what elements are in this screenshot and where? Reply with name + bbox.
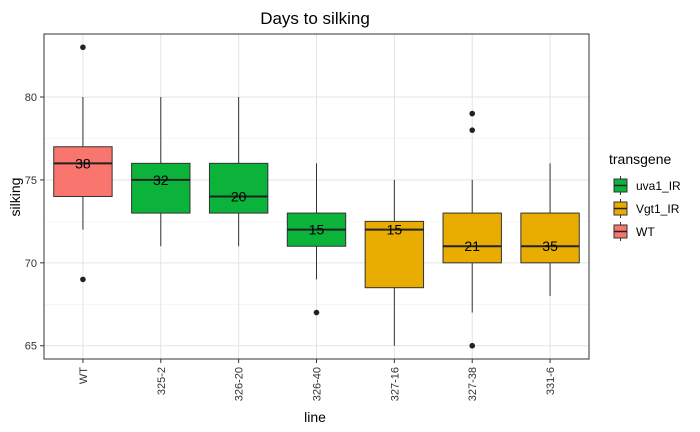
count-label: 35 bbox=[542, 238, 558, 254]
x-tick-label: 327-38 bbox=[467, 367, 479, 401]
x-tick-label: 326-20 bbox=[234, 367, 246, 401]
x-tick-label: 331-6 bbox=[545, 367, 557, 395]
box-WT bbox=[53, 146, 113, 197]
count-label: 21 bbox=[464, 238, 480, 254]
x-tick-label: WT bbox=[78, 367, 90, 384]
x-tick-label: 327-16 bbox=[389, 367, 401, 401]
chart-title: Days to silking bbox=[260, 9, 370, 28]
outlier-point bbox=[469, 342, 476, 349]
count-label: 38 bbox=[75, 155, 91, 171]
legend-label: WT bbox=[636, 225, 655, 239]
legend-label: uva1_IR bbox=[636, 179, 681, 193]
count-label: 15 bbox=[309, 222, 325, 238]
y-tick-label: 80 bbox=[25, 92, 37, 104]
x-tick-label: 326-40 bbox=[312, 367, 324, 401]
x-tick-label: 325-2 bbox=[156, 367, 168, 395]
outlier-point bbox=[469, 127, 476, 133]
y-tick-label: 70 bbox=[25, 258, 37, 270]
count-label: 20 bbox=[231, 189, 247, 205]
plot-area: 38 32 20 15 15 21 35 65 70 75 80 WT 325-2 326-20 326-4… bbox=[25, 33, 590, 401]
outlier-point bbox=[313, 309, 320, 316]
y-tick-label: 75 bbox=[25, 175, 37, 187]
y-axis-title: silking bbox=[7, 178, 23, 217]
legend-label: Vgt1_IR bbox=[636, 202, 680, 216]
y-tick-label: 65 bbox=[25, 341, 37, 353]
outlier-point bbox=[469, 110, 476, 117]
box-331-6 bbox=[520, 212, 580, 264]
legend: transgene uva1_IR Vgt1_IR WT bbox=[609, 151, 681, 241]
count-label: 15 bbox=[387, 222, 403, 238]
outlier-point bbox=[80, 276, 86, 283]
outlier-point bbox=[80, 44, 86, 51]
box-326-20 bbox=[208, 162, 269, 214]
x-axis-title: line bbox=[304, 409, 326, 425]
box-325-2 bbox=[131, 162, 191, 214]
box-327-16 bbox=[364, 220, 425, 289]
legend-title: transgene bbox=[609, 151, 671, 167]
count-label: 32 bbox=[153, 172, 169, 188]
box-327-38 bbox=[442, 212, 502, 264]
